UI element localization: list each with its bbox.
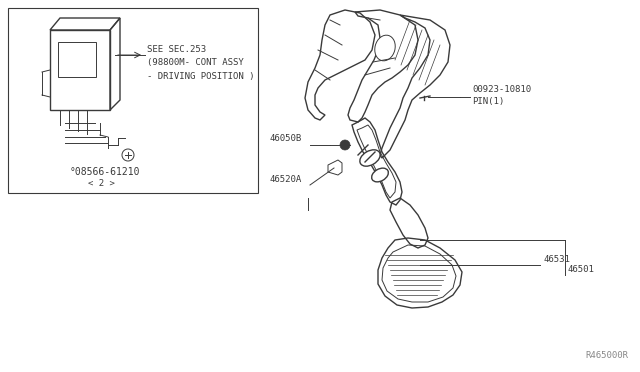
Polygon shape bbox=[328, 160, 342, 175]
Text: 46520A: 46520A bbox=[270, 175, 302, 184]
Text: (98800M- CONT ASSY: (98800M- CONT ASSY bbox=[147, 58, 244, 67]
Bar bbox=[58, 42, 96, 77]
Text: SEE SEC.253: SEE SEC.253 bbox=[147, 45, 206, 55]
Text: 46050B: 46050B bbox=[270, 134, 302, 143]
Text: R465000R: R465000R bbox=[585, 351, 628, 360]
Circle shape bbox=[340, 140, 350, 150]
Text: 00923-10810: 00923-10810 bbox=[472, 85, 531, 94]
Text: °08566-61210: °08566-61210 bbox=[70, 167, 141, 177]
Text: < 2 >: < 2 > bbox=[88, 179, 115, 187]
Ellipse shape bbox=[360, 150, 380, 166]
Ellipse shape bbox=[372, 168, 388, 182]
Text: - DRIVING POSITION ): - DRIVING POSITION ) bbox=[147, 71, 255, 80]
Ellipse shape bbox=[375, 35, 396, 61]
Bar bbox=[8, 8, 258, 193]
Circle shape bbox=[122, 149, 134, 161]
Text: PIN(1): PIN(1) bbox=[472, 97, 504, 106]
Text: 46501: 46501 bbox=[568, 265, 595, 274]
Text: 46531: 46531 bbox=[543, 255, 570, 264]
